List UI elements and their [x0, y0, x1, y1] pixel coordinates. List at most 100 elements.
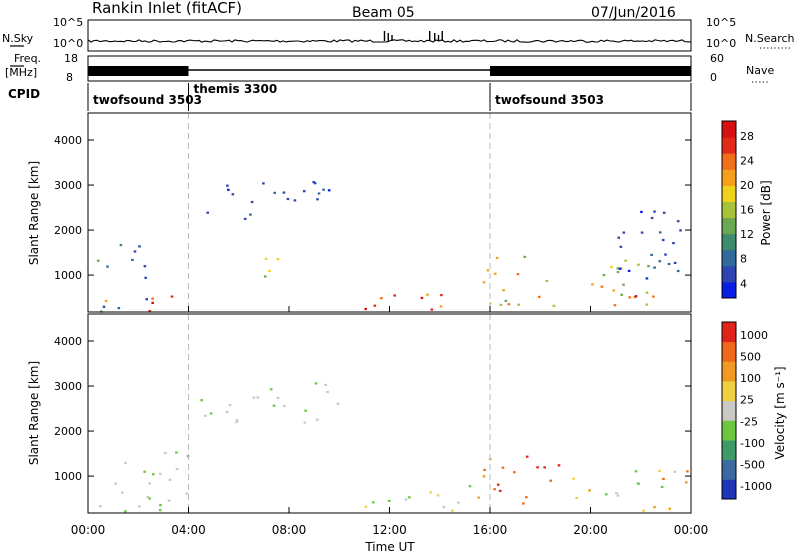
data-cell	[282, 191, 286, 194]
y-tick-label: 3000	[54, 179, 82, 192]
data-cell	[652, 295, 655, 298]
colorbar-band	[722, 121, 736, 138]
nsky-tick-top: 10^5	[53, 16, 83, 29]
data-cell	[634, 470, 638, 473]
data-cell	[575, 496, 578, 500]
colorbar-tick-label: 25	[740, 394, 754, 407]
data-cell	[615, 492, 618, 495]
y-tick-label: 2000	[54, 224, 82, 237]
data-cell	[283, 404, 286, 408]
data-cell	[316, 418, 319, 421]
data-cell	[650, 216, 654, 220]
data-cell	[440, 294, 443, 297]
data-cell	[164, 451, 167, 455]
data-cell	[293, 199, 297, 202]
data-cell	[658, 469, 661, 472]
data-cell	[204, 414, 207, 417]
data-cell	[226, 184, 229, 187]
freq-tick-top: 18	[64, 52, 78, 65]
data-cell	[206, 211, 209, 214]
data-cell	[572, 477, 575, 480]
colorbar-band	[722, 153, 736, 170]
data-cell	[591, 283, 594, 286]
y-tick-label: 3000	[54, 380, 82, 393]
data-cell	[645, 303, 648, 306]
data-cell	[660, 485, 664, 489]
data-cell	[138, 245, 141, 248]
colorbar-band	[722, 169, 736, 186]
data-cell	[612, 289, 616, 292]
nsky-label: N.Sky	[2, 32, 34, 45]
data-cell	[664, 253, 667, 256]
data-cell	[104, 299, 108, 303]
data-cell	[336, 402, 340, 405]
x-axis-label: Time UT	[364, 540, 415, 554]
power-ylabel: Slant Range [km]	[27, 161, 41, 265]
data-cell	[364, 505, 368, 508]
data-cell	[243, 217, 247, 220]
power-frame	[87, 112, 692, 313]
data-cell	[99, 505, 102, 508]
data-cell	[616, 267, 620, 270]
data-cell	[159, 472, 162, 475]
data-cell	[364, 307, 367, 311]
data-cell	[167, 499, 171, 502]
data-cell	[439, 305, 443, 308]
data-cell	[151, 297, 154, 300]
data-cell	[302, 190, 306, 193]
data-cell	[380, 297, 383, 300]
data-cell	[501, 466, 505, 469]
x-tick-label: 00:00	[71, 523, 106, 537]
data-cell	[106, 265, 109, 268]
colorbar-frame	[721, 321, 737, 500]
velocity-panel: 1000 2000 3000 4000 Slant Range [km] 1000 50…	[27, 313, 787, 514]
data-cell	[557, 464, 561, 467]
data-cell	[313, 182, 317, 185]
x-tick-label: 16:00	[473, 523, 508, 537]
data-cell	[619, 245, 623, 248]
data-cell	[686, 470, 689, 473]
data-cell	[209, 412, 213, 415]
data-cell	[276, 396, 280, 399]
y-tick-label: 1000	[54, 470, 82, 483]
data-cell	[159, 504, 162, 507]
data-cell	[228, 404, 232, 407]
colorbar-tick-label: 4	[740, 277, 747, 290]
data-cell	[143, 470, 146, 473]
data-cell	[685, 481, 688, 484]
data-cell	[145, 298, 148, 301]
freq-label: Freq.	[14, 52, 41, 65]
data-cell	[436, 494, 440, 497]
colorbar-band	[722, 341, 736, 362]
data-cell	[482, 475, 486, 478]
data-cell	[668, 507, 671, 510]
data-cell	[117, 307, 121, 310]
colorbar-tick-label: 24	[740, 154, 754, 167]
velocity-colorbar-label: Velocity [m s⁻¹]	[773, 366, 787, 459]
data-cell	[676, 269, 680, 273]
nsky-frame	[87, 19, 692, 52]
data-cell	[102, 305, 106, 308]
x-tick-label: 04:00	[171, 523, 206, 537]
colorbar-band	[722, 137, 736, 154]
data-cell	[588, 489, 591, 492]
data-cell	[430, 308, 434, 311]
data-cell	[516, 273, 520, 276]
power-colorbar-label: Power [dB]	[759, 180, 773, 245]
data-cell	[442, 505, 446, 509]
data-cell	[653, 506, 656, 509]
data-cell	[658, 231, 662, 234]
data-cell	[616, 494, 620, 497]
cpid-label: CPID	[8, 87, 40, 101]
data-cell	[662, 477, 665, 480]
y-tick-label: 4000	[54, 335, 82, 348]
nave-tick-top: 60	[710, 52, 724, 65]
data-cell	[493, 488, 496, 491]
data-cell	[314, 382, 318, 385]
data-cell	[493, 272, 497, 275]
data-cell	[650, 253, 653, 256]
data-cell	[317, 192, 321, 195]
freq-bars	[88, 66, 691, 76]
data-cell	[483, 468, 486, 471]
